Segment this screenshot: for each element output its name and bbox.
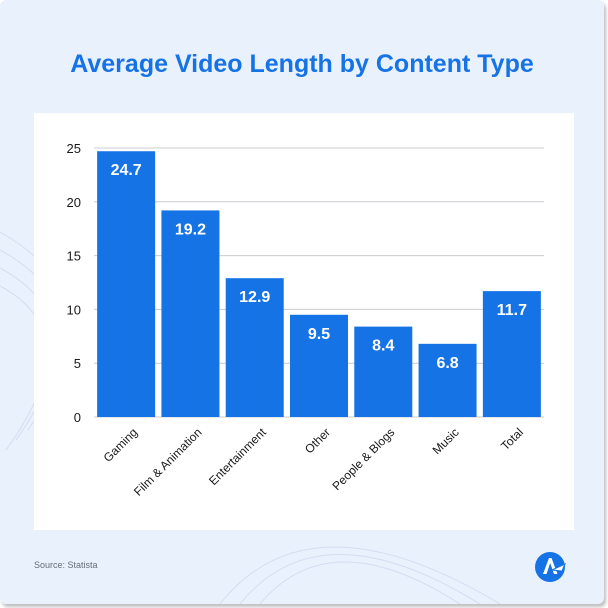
bar (418, 343, 477, 417)
x-tick-label: Film & Animation (131, 425, 205, 499)
chart-title: Average Video Length by Content Type (70, 50, 534, 78)
bar-value-label: 9.5 (308, 326, 330, 343)
y-tick-label: 5 (74, 356, 81, 371)
bar (290, 314, 348, 417)
bar-value-label: 8.4 (372, 338, 394, 355)
bar (225, 278, 284, 417)
y-tick-label: 0 (74, 410, 81, 425)
y-tick-label: 15 (67, 249, 81, 264)
x-tick-label: Total (498, 425, 526, 453)
y-tick-label: 25 (67, 141, 81, 156)
bar-value-label: 6.8 (436, 355, 458, 372)
brand-logo-icon (535, 552, 566, 582)
bar-value-label: 24.7 (111, 162, 142, 179)
x-tick-label: People & Blogs (329, 425, 397, 493)
bar-value-label: 19.2 (175, 221, 206, 238)
x-tick-label: Entertainment (206, 425, 269, 488)
bar (161, 210, 220, 417)
x-tick-label: Music (430, 425, 462, 457)
x-tick-label: Other (302, 425, 333, 456)
y-tick-label: 20 (67, 195, 81, 210)
bar-value-label: 12.9 (239, 289, 270, 306)
bar (97, 151, 156, 417)
y-tick-label: 10 (67, 302, 81, 317)
chart-card: 0 5 10 15 20 25 24.7 Gaming 19.2 Film & Animation… (34, 113, 574, 530)
bar-value-label: 11.7 (497, 302, 527, 319)
bar (354, 326, 413, 417)
source-note: Source: Statista (34, 560, 98, 570)
bar-chart: 0 5 10 15 20 25 24.7 Gaming 19.2 Film & Animation… (67, 141, 544, 499)
x-tick-label: Gaming (101, 425, 141, 465)
bar (482, 291, 541, 417)
